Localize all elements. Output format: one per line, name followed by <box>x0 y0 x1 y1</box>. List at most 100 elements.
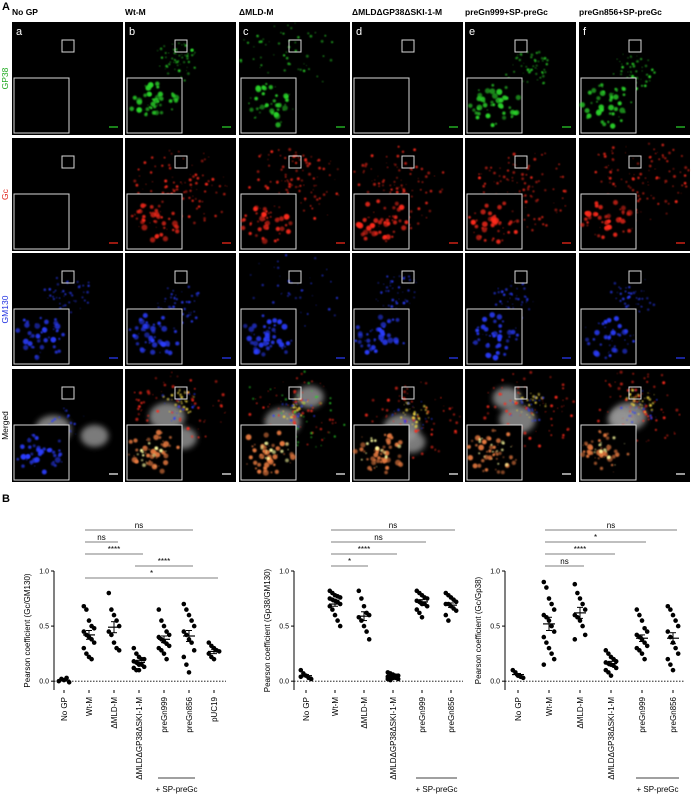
speckle <box>159 448 163 453</box>
column-title: ΔMLDΔGP38ΔSKI-1-M <box>352 7 442 17</box>
roi-box <box>628 39 642 53</box>
speckle <box>176 412 178 414</box>
speckle <box>153 97 159 104</box>
speckle <box>540 57 544 60</box>
speckle <box>39 351 41 354</box>
speckle <box>483 455 486 458</box>
speckle <box>24 322 30 328</box>
speckle <box>354 339 358 343</box>
speckle <box>189 183 193 186</box>
speckle <box>296 177 300 181</box>
speckle <box>586 443 593 450</box>
speckle <box>595 110 602 116</box>
y-tick-label: 0.0 <box>39 679 49 686</box>
speckle <box>223 192 226 196</box>
speckle <box>609 344 611 347</box>
speckle <box>638 311 641 313</box>
speckle <box>648 398 652 401</box>
speckle <box>269 388 272 391</box>
speckle <box>159 341 164 346</box>
data-point <box>541 579 547 585</box>
speckle <box>572 400 575 403</box>
speckle <box>668 151 671 155</box>
speckle <box>389 282 391 284</box>
speckle <box>280 293 282 295</box>
speckle <box>282 415 286 419</box>
speckle <box>136 107 143 113</box>
speckle <box>526 226 529 228</box>
speckle <box>507 191 509 193</box>
roi-box <box>174 39 188 53</box>
speckle <box>594 329 600 336</box>
speckle <box>398 219 402 223</box>
speckle <box>297 283 299 285</box>
speckle <box>133 391 136 394</box>
speckle <box>265 82 268 86</box>
speckle <box>274 86 276 88</box>
speckle <box>168 149 171 152</box>
speckle <box>601 322 605 326</box>
speckle <box>523 287 526 290</box>
speckle <box>163 226 166 230</box>
speckle <box>653 148 655 151</box>
speckle <box>164 52 167 54</box>
data-point <box>298 667 304 673</box>
speckle <box>654 168 656 170</box>
significance-label: **** <box>158 557 170 566</box>
speckle <box>281 347 284 350</box>
speckle <box>644 404 648 408</box>
inset-box <box>13 193 70 250</box>
speckle <box>363 450 366 453</box>
speckle <box>647 184 649 186</box>
speckle <box>647 59 649 62</box>
speckle <box>54 418 57 421</box>
speckle <box>598 84 601 87</box>
speckle <box>640 290 643 292</box>
speckle <box>288 148 292 151</box>
speckle <box>570 414 573 418</box>
speckle <box>141 224 148 231</box>
speckle <box>268 41 270 43</box>
speckle <box>641 407 643 409</box>
speckle <box>172 290 174 292</box>
speckle <box>522 80 524 83</box>
speckle <box>637 78 639 80</box>
y-tick-label: 0.0 <box>490 679 500 686</box>
speckle <box>535 72 538 75</box>
speckle <box>687 169 690 172</box>
speckle <box>597 457 600 460</box>
data-point <box>181 654 187 660</box>
speckle <box>589 451 594 455</box>
speckle <box>20 444 25 449</box>
speckle <box>240 218 244 223</box>
speckle <box>193 300 196 302</box>
speckle <box>64 304 67 307</box>
speckle <box>403 404 405 406</box>
speckle <box>382 445 386 449</box>
speckle <box>490 104 493 107</box>
speckle <box>380 217 384 222</box>
speckle <box>264 457 267 459</box>
speckle <box>170 393 174 397</box>
speckle <box>192 195 194 197</box>
speckle <box>677 192 679 194</box>
speckle <box>133 179 137 183</box>
speckle <box>296 415 300 418</box>
significance-label: **** <box>108 545 120 554</box>
speckle <box>635 70 638 73</box>
speckle <box>310 432 313 435</box>
speckle <box>505 288 508 291</box>
speckle <box>139 347 144 351</box>
speckle <box>606 456 610 459</box>
speckle <box>307 381 310 385</box>
speckle <box>514 220 516 222</box>
speckle <box>54 290 56 293</box>
data-point <box>541 634 547 640</box>
speckle <box>600 83 604 87</box>
speckle <box>163 460 169 466</box>
speckle <box>148 448 150 451</box>
speckle <box>502 227 504 229</box>
speckle <box>220 210 223 214</box>
speckle <box>620 406 623 410</box>
speckle <box>507 161 510 164</box>
